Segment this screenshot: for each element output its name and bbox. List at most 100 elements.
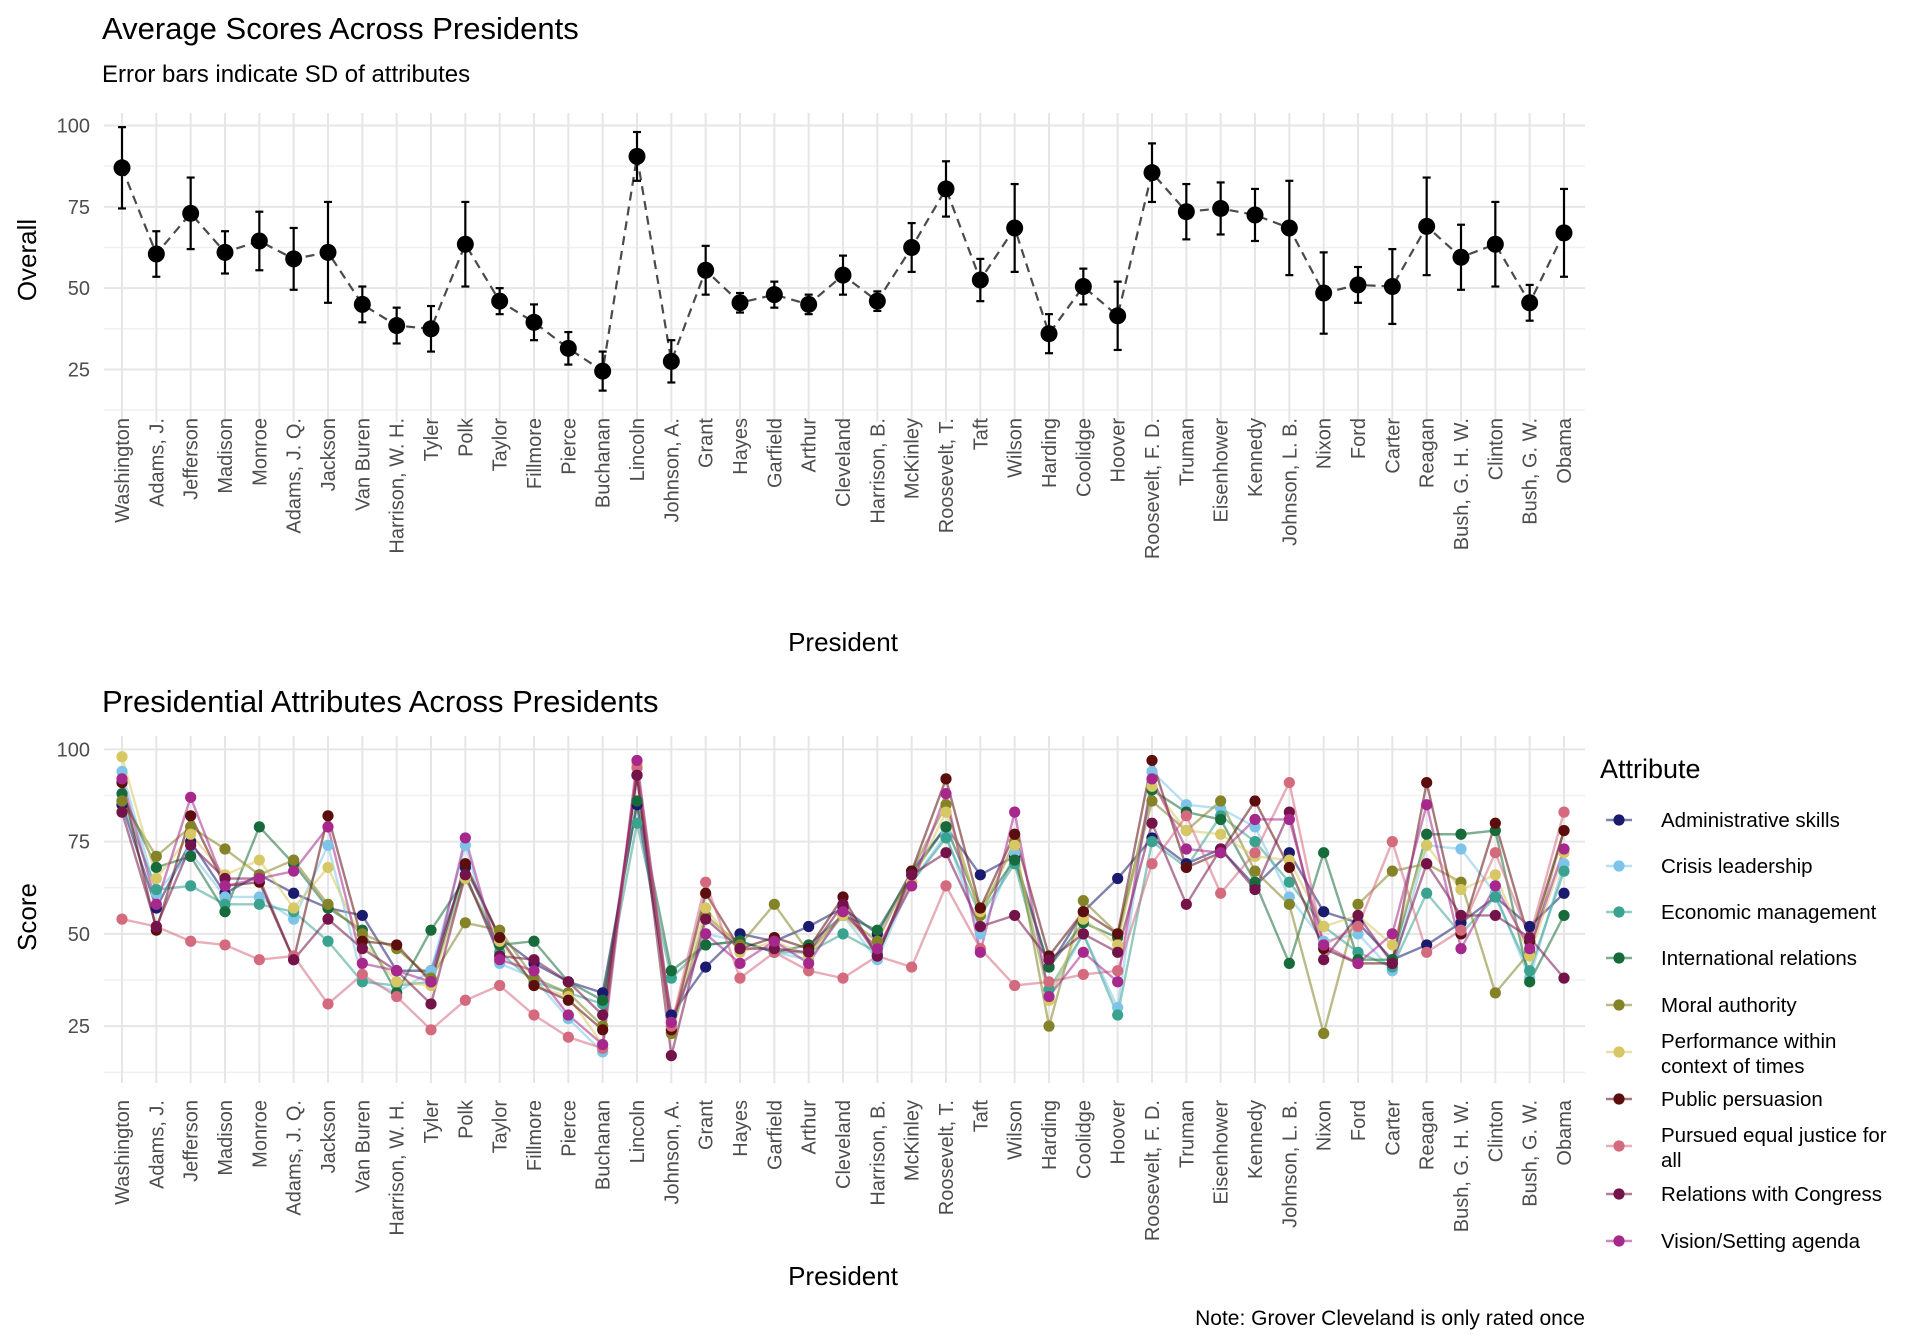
mean-point [1418, 217, 1436, 235]
x-tick-label: Coolidge [1073, 1100, 1095, 1179]
series-point [1489, 880, 1501, 892]
legend-item: Public persuasion [1606, 1088, 1823, 1111]
series-point [803, 946, 815, 958]
series-point [1077, 906, 1089, 918]
series-point [562, 1031, 574, 1043]
panel2-y-axis-label: Score [12, 883, 42, 951]
series-point [1318, 920, 1330, 933]
series-point [974, 869, 986, 881]
x-tick-label: Eisenhower [1211, 1100, 1233, 1205]
series-point [1558, 865, 1570, 877]
series-point [1077, 946, 1089, 958]
x-tick-label: Wilson [1005, 418, 1027, 478]
series-point [1180, 898, 1192, 910]
series-point [1558, 909, 1570, 922]
series-point [1489, 869, 1501, 881]
mean-point [388, 317, 406, 335]
series-point [1009, 806, 1021, 818]
series-point [322, 839, 334, 851]
x-tick-label: Lincoln [627, 418, 649, 481]
mean-point [1177, 203, 1195, 221]
series-point [597, 1038, 609, 1051]
series-point [1489, 847, 1501, 859]
series-point [1386, 865, 1398, 877]
series-point [1180, 824, 1192, 837]
series-point [1352, 909, 1364, 922]
mean-point [1143, 164, 1161, 182]
x-tick-label: Pierce [558, 418, 580, 475]
x-tick-label: Ford [1348, 1100, 1370, 1141]
x-tick-label: Garfield [764, 418, 786, 488]
series-point [1386, 957, 1398, 969]
panel2-x-tick-labels: Washington Adams, J. Jefferson Madison Monro… [112, 1099, 1576, 1241]
series-point [356, 968, 368, 981]
series-point [150, 920, 162, 933]
series-point [768, 898, 780, 910]
x-tick-label: Hoover [1108, 418, 1130, 483]
legend-label: Performance within context of times [1661, 1030, 1836, 1078]
x-tick-label: Obama [1554, 1099, 1576, 1165]
series-point [1421, 946, 1433, 958]
legend-item: Crisis leadership [1606, 855, 1813, 878]
series-point [150, 883, 162, 896]
series-point [1455, 883, 1467, 896]
mean-point [1315, 284, 1333, 302]
series-point [528, 965, 540, 977]
x-tick-label: Tyler [421, 1100, 443, 1144]
x-tick-label: Harrison, W. H. [387, 1100, 409, 1236]
panel1-x-tick-labels: Washington Adams, J. Jefferson Madison Monro… [112, 417, 1576, 559]
series-point [1421, 839, 1433, 851]
y-tick-label: 100 [57, 116, 90, 138]
x-tick-label: Bush, G. H. W. [1451, 418, 1473, 550]
series-point [1146, 795, 1158, 807]
series-point [1421, 828, 1433, 840]
series-point [837, 972, 849, 984]
series-point [1489, 817, 1501, 829]
x-tick-label: Buchanan [593, 1100, 615, 1190]
series-point [974, 902, 986, 914]
x-tick-label: Cleveland [833, 1100, 855, 1189]
x-tick-label: Jackson [318, 1100, 340, 1173]
series-point [185, 850, 197, 862]
series-point [219, 843, 231, 855]
series-point [631, 769, 643, 781]
mean-point [903, 238, 921, 256]
series-point [288, 954, 300, 966]
series-point [253, 821, 265, 833]
series-point [1489, 891, 1501, 903]
legend-label: Administrative skills [1661, 809, 1840, 832]
series-point [459, 858, 471, 870]
series-point [1352, 957, 1364, 969]
series-point [528, 979, 540, 992]
series-point [356, 957, 368, 969]
x-tick-label: Nixon [1314, 418, 1336, 469]
series-point [528, 954, 540, 966]
mean-point [319, 243, 337, 261]
series-point [1489, 909, 1501, 922]
x-tick-label: Roosevelt, F. D. [1142, 418, 1164, 559]
x-tick-label: Adams, J. Q. [284, 418, 306, 534]
x-tick-label: Jefferson [181, 418, 203, 500]
series-point [1009, 839, 1021, 851]
panel1-title: Average Scores Across Presidents [102, 11, 579, 46]
series-point [1558, 887, 1570, 899]
x-tick-label: Reagan [1417, 1100, 1439, 1170]
x-tick-label: Fillmore [524, 1100, 546, 1171]
series-point [425, 998, 437, 1010]
x-tick-label: Taylor [490, 418, 512, 472]
x-tick-label: Obama [1554, 417, 1576, 483]
series-point [1524, 920, 1536, 933]
series-point [597, 994, 609, 1006]
series-point [288, 887, 300, 899]
series-point [1009, 828, 1021, 840]
mean-point [1555, 224, 1573, 242]
x-tick-label: Harrison, B. [867, 418, 889, 524]
series-point [1112, 946, 1124, 958]
mean-point [662, 352, 680, 370]
series-point [803, 957, 815, 969]
series-point [1215, 813, 1227, 826]
series-point [116, 806, 128, 818]
x-tick-label: Monroe [249, 1100, 271, 1168]
series-point [1524, 965, 1536, 977]
series-point [631, 754, 643, 767]
